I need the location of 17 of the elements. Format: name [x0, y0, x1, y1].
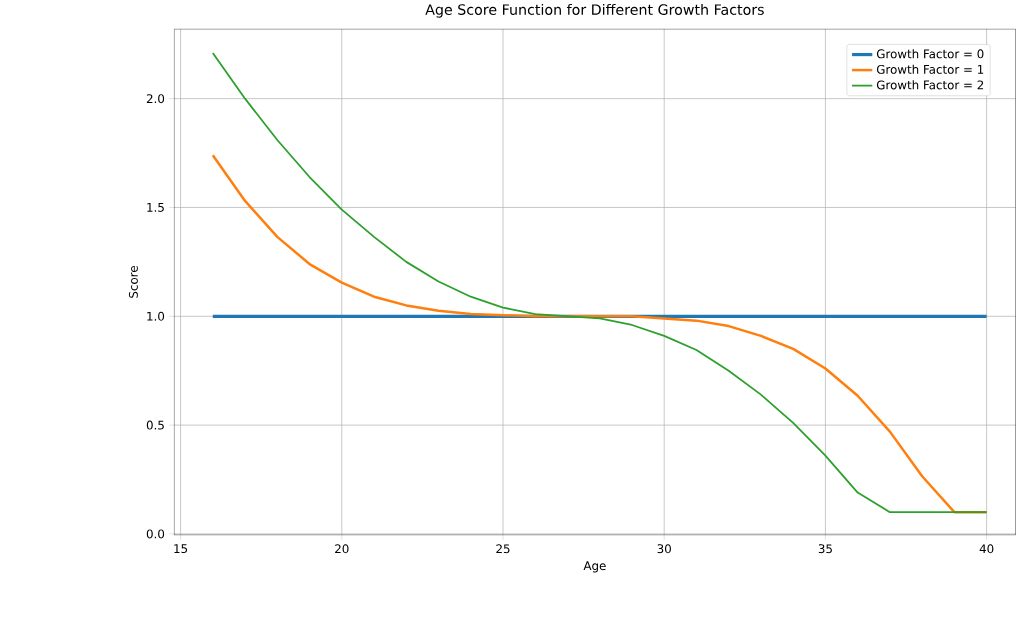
- y-tick-label: 1.0: [147, 311, 165, 321]
- legend-label: Growth Factor = 1: [876, 64, 984, 74]
- legend-label: Growth Factor = 2: [876, 80, 984, 90]
- y-axis-title: Score: [128, 265, 138, 298]
- y-tick-label: 2.0: [146, 93, 165, 103]
- x-tick-label: 20: [335, 544, 349, 554]
- x-axis-title: Age: [583, 561, 606, 573]
- y-tick-label: 0.5: [146, 420, 164, 430]
- chart-title: Age Score Function for Different Growth Factors: [425, 3, 764, 18]
- x-tick-label: 35: [818, 544, 832, 554]
- y-tick-label: 1.5: [147, 202, 164, 212]
- x-tick-label: 15: [174, 544, 188, 553]
- x-tick-label: 25: [496, 544, 510, 554]
- legend-label: Growth Factor = 0: [876, 48, 984, 59]
- x-tick-label: 30: [657, 544, 671, 554]
- x-tick-label: 40: [979, 544, 994, 554]
- y-tick-label: 0.0: [146, 529, 165, 539]
